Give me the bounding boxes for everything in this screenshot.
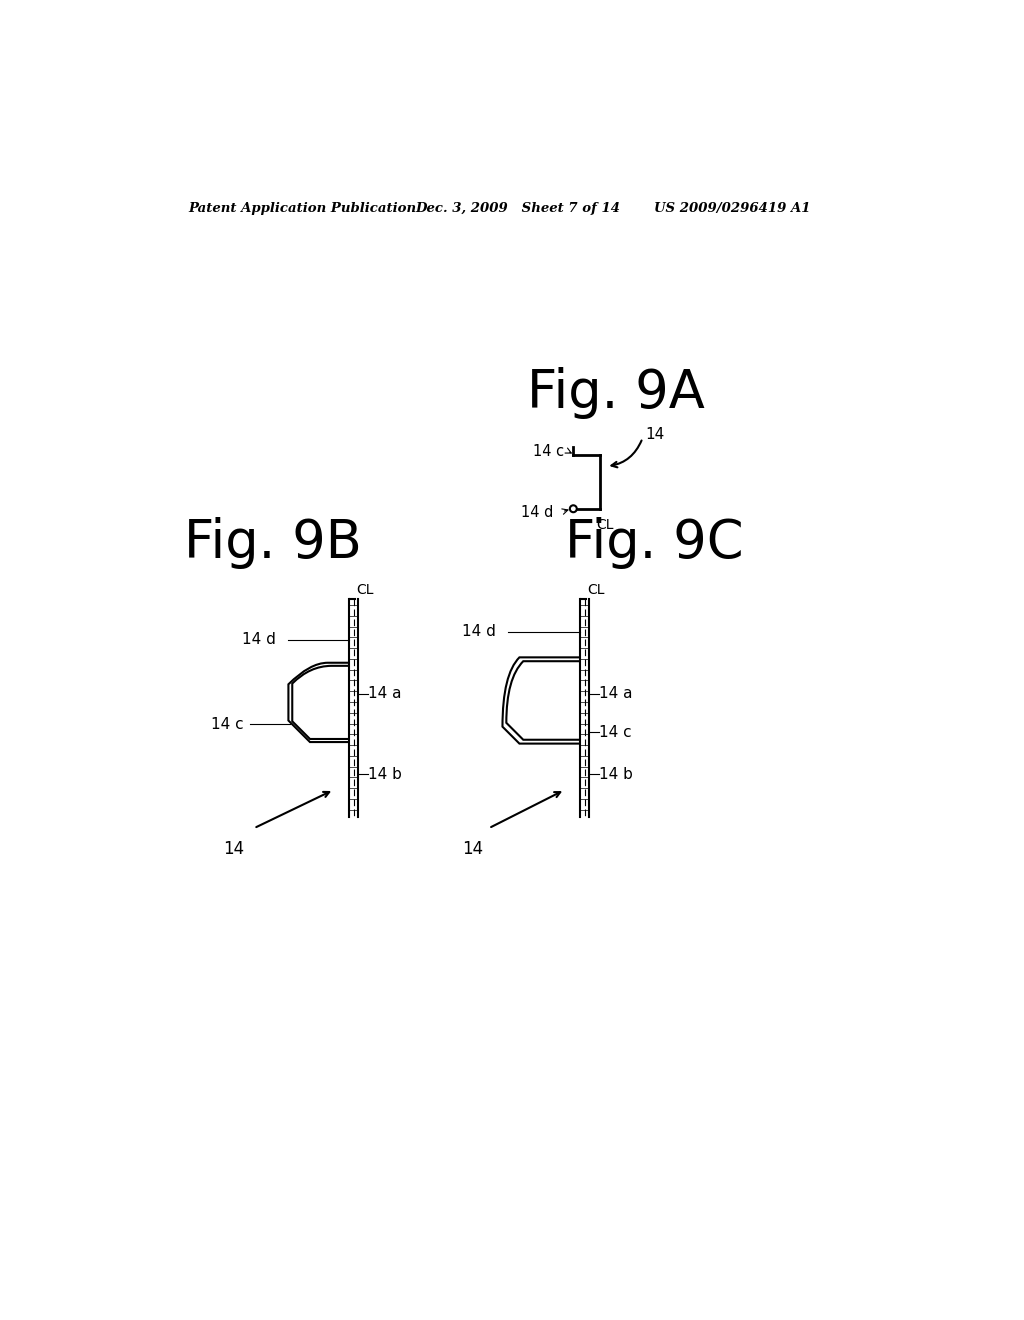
Text: CL: CL bbox=[596, 517, 614, 532]
Text: Patent Application Publication: Patent Application Publication bbox=[188, 202, 417, 215]
Text: Fig. 9C: Fig. 9C bbox=[565, 517, 743, 569]
Text: 14 a: 14 a bbox=[599, 686, 632, 701]
Text: 14 d: 14 d bbox=[243, 632, 276, 647]
Text: CL: CL bbox=[587, 582, 604, 597]
Text: Dec. 3, 2009   Sheet 7 of 14: Dec. 3, 2009 Sheet 7 of 14 bbox=[416, 202, 621, 215]
Text: 14: 14 bbox=[645, 426, 665, 442]
Text: Fig. 9A: Fig. 9A bbox=[526, 367, 705, 420]
Text: 14: 14 bbox=[462, 840, 482, 858]
Text: 14 d: 14 d bbox=[462, 624, 496, 639]
Text: 14: 14 bbox=[223, 840, 244, 858]
Text: 14 b: 14 b bbox=[599, 767, 633, 781]
Text: 14 a: 14 a bbox=[368, 686, 401, 701]
Text: CL: CL bbox=[356, 582, 374, 597]
Text: US 2009/0296419 A1: US 2009/0296419 A1 bbox=[654, 202, 811, 215]
Text: 14 c: 14 c bbox=[534, 444, 564, 458]
Text: 14 c: 14 c bbox=[599, 725, 632, 739]
Text: 14 d: 14 d bbox=[521, 506, 553, 520]
Text: 14 b: 14 b bbox=[368, 767, 401, 781]
Text: 14 c: 14 c bbox=[211, 717, 244, 731]
Text: Fig. 9B: Fig. 9B bbox=[184, 517, 361, 569]
